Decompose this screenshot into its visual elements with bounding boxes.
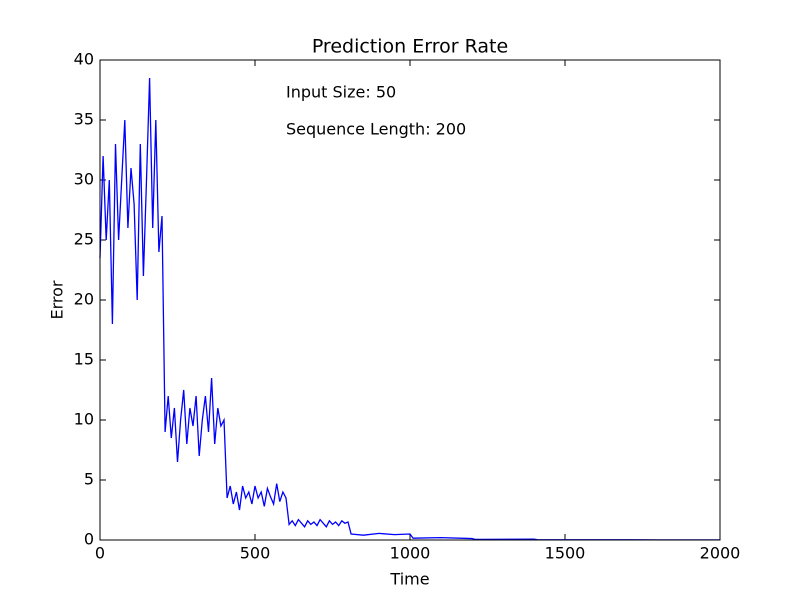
annotation: Input Size: 50: [286, 83, 396, 102]
y-tick-label: 10: [74, 410, 94, 429]
x-tick-label: 1500: [545, 544, 586, 563]
y-tick-label: 20: [74, 290, 94, 309]
y-tick-label: 15: [74, 350, 94, 369]
y-tick-label: 5: [84, 470, 94, 489]
x-tick-label: 500: [240, 544, 271, 563]
y-tick-label: 30: [74, 170, 94, 189]
annotation: Sequence Length: 200: [286, 120, 466, 139]
x-tick-label: 0: [95, 544, 105, 563]
y-tick-label: 40: [74, 50, 94, 69]
x-tick-label: 1000: [390, 544, 431, 563]
x-axis-label: Time: [389, 570, 429, 589]
y-axis-label: Error: [48, 280, 67, 319]
y-tick-label: 25: [74, 230, 94, 249]
y-tick-label: 35: [74, 110, 94, 129]
line-series: [99, 77, 720, 541]
chart-title: Prediction Error Rate: [312, 36, 508, 58]
y-tick-label: 0: [84, 530, 94, 549]
plot-frame: [99, 59, 721, 541]
x-tick-label: 2000: [700, 544, 741, 563]
